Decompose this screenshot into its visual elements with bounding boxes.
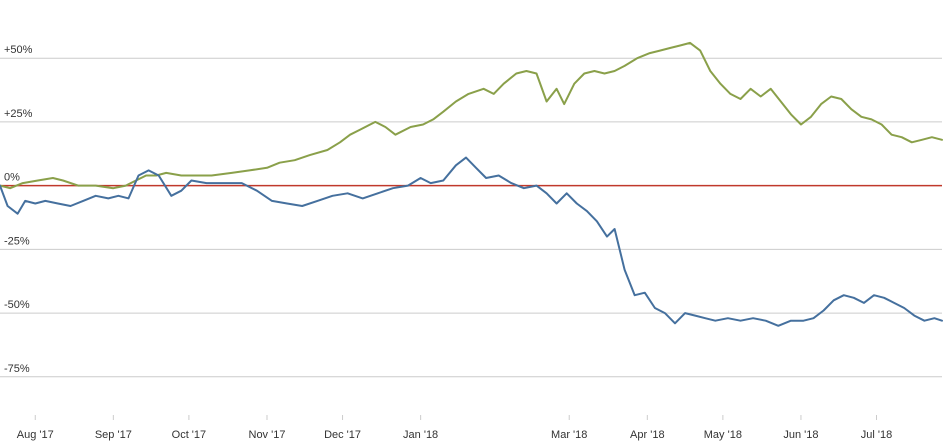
- y-tick-label: 0%: [4, 172, 20, 184]
- x-tick-label: Nov '17: [249, 429, 286, 441]
- y-tick-label: -25%: [4, 235, 30, 247]
- x-tick-label: May '18: [704, 429, 742, 441]
- y-tick-label: +25%: [4, 108, 33, 120]
- y-tick-label: -75%: [4, 363, 30, 375]
- x-tick-label: Dec '17: [324, 429, 361, 441]
- x-tick-label: Oct '17: [172, 429, 207, 441]
- series-line-2: [0, 156, 943, 327]
- y-tick-label: +50%: [4, 44, 33, 56]
- x-tick-label: Jul '18: [861, 429, 892, 441]
- x-tick-label: Jan '18: [403, 429, 438, 441]
- x-tick-label: Sep '17: [95, 429, 132, 441]
- y-axis-labels: +50% +25% 0% -25% -50% -75%: [4, 44, 33, 375]
- series-lines: [0, 41, 943, 327]
- gridlines: [0, 57, 942, 378]
- x-tick-label: Apr '18: [630, 429, 665, 441]
- x-tick-label: Jun '18: [783, 429, 818, 441]
- x-tick-label: Aug '17: [17, 429, 54, 441]
- x-axis-labels: Aug '17 Sep '17 Oct '17 Nov '17 Dec '17 Jan '…: [17, 415, 892, 441]
- x-tick-label: Mar '18: [551, 429, 587, 441]
- y-tick-label: -50%: [4, 299, 30, 311]
- series-line-1: [0, 41, 943, 190]
